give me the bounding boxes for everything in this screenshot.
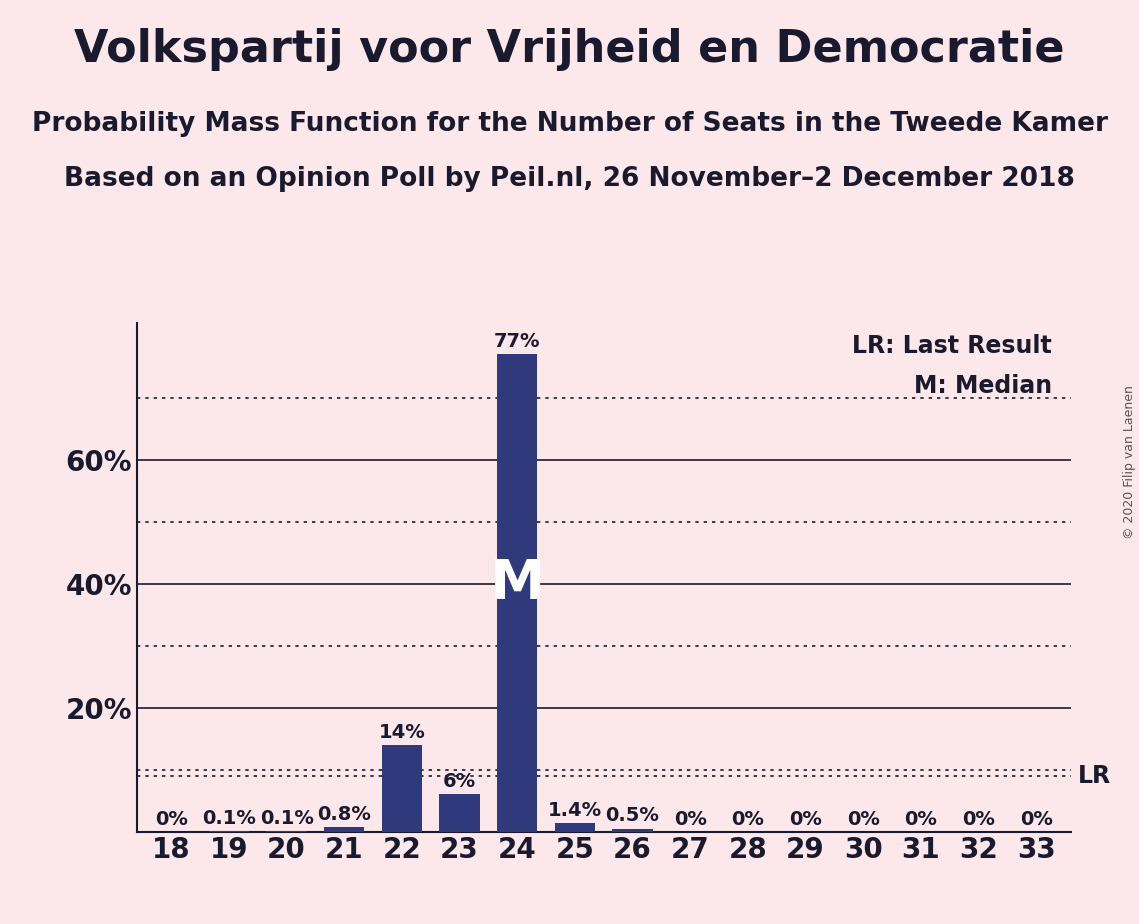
Text: LR: LR <box>1077 764 1111 788</box>
Text: 77%: 77% <box>494 333 540 351</box>
Text: 0.1%: 0.1% <box>202 808 256 828</box>
Text: 1.4%: 1.4% <box>548 801 601 820</box>
Bar <box>497 355 538 832</box>
Text: 0.1%: 0.1% <box>260 808 313 828</box>
Text: 0.8%: 0.8% <box>318 805 371 823</box>
Text: 0%: 0% <box>904 809 937 829</box>
Text: LR: Last Result: LR: Last Result <box>852 334 1052 358</box>
Text: Probability Mass Function for the Number of Seats in the Tweede Kamer: Probability Mass Function for the Number… <box>32 111 1107 137</box>
Text: 14%: 14% <box>378 723 425 742</box>
Bar <box>325 827 364 832</box>
Bar <box>555 823 595 832</box>
Text: 0%: 0% <box>846 809 879 829</box>
Text: 0%: 0% <box>1019 809 1052 829</box>
Text: Based on an Opinion Poll by Peil.nl, 26 November–2 December 2018: Based on an Opinion Poll by Peil.nl, 26 … <box>64 166 1075 192</box>
Text: 6%: 6% <box>443 772 476 791</box>
Bar <box>382 745 423 832</box>
Text: Volkspartij voor Vrijheid en Democratie: Volkspartij voor Vrijheid en Democratie <box>74 28 1065 71</box>
Text: 0%: 0% <box>155 809 188 829</box>
Text: M: Median: M: Median <box>913 374 1052 398</box>
Text: © 2020 Filip van Laenen: © 2020 Filip van Laenen <box>1123 385 1137 539</box>
Text: 0%: 0% <box>962 809 994 829</box>
Bar <box>440 795 480 832</box>
Text: 0%: 0% <box>789 809 822 829</box>
Text: 0%: 0% <box>673 809 706 829</box>
Text: 0.5%: 0.5% <box>606 807 659 825</box>
Bar <box>613 829 653 832</box>
Text: 0%: 0% <box>731 809 764 829</box>
Text: M: M <box>490 556 544 611</box>
